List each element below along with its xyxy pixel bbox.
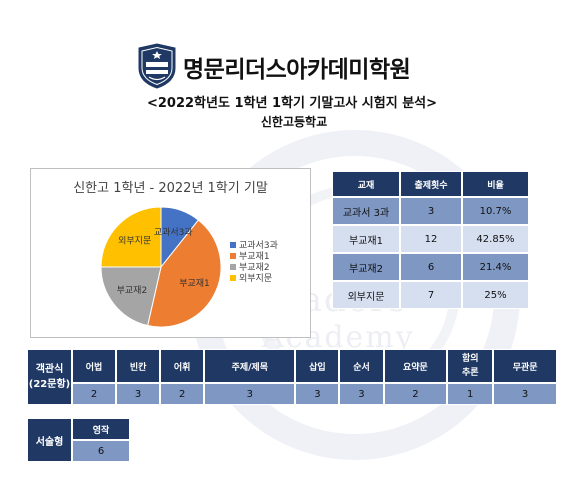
type-count: 3 — [493, 383, 557, 405]
legend-swatch — [230, 241, 236, 248]
legend-swatch — [230, 274, 236, 281]
brand-name: 명문리더스아카데미학원 — [183, 57, 411, 83]
legend-label: 교과서3과 — [239, 241, 278, 251]
type-count: 2 — [160, 383, 205, 405]
type-count: 1 — [447, 383, 494, 405]
ratio-table: 교재 출제횟수 비율 교과서 3과 3 10.7% 부교재1 12 42.85%… — [332, 171, 529, 309]
type-count: 2 — [383, 383, 448, 405]
table-row: 외부지문 7 25% — [332, 281, 529, 309]
ratio-cell: 21.4% — [462, 253, 529, 281]
ratio-cell: 7 — [400, 281, 462, 309]
ratio-cell: 25% — [462, 281, 529, 309]
legend-item: 교과서3과 — [230, 239, 278, 251]
table-row: 부교재2 6 21.4% — [332, 253, 529, 281]
academy-logo — [138, 43, 176, 89]
multiple-choice-label: 객관식 (22문항) — [27, 349, 72, 405]
type-header: 삽입 — [295, 349, 340, 383]
pie-slice-label: 교과서3과 — [154, 227, 193, 238]
ratio-cell: 부교재2 — [332, 253, 400, 281]
legend-label: 외부지문 — [239, 274, 273, 284]
chart-legend: 교과서3과 부교재1 부교재2 외부지문 — [230, 239, 278, 284]
type-count: 3 — [295, 383, 340, 405]
ratio-cell: 부교재1 — [332, 225, 400, 253]
type-header: 요약문 — [383, 349, 448, 383]
type-header: 빈칸 — [116, 349, 161, 383]
essay-table: 서술형 영작 6 — [27, 418, 130, 462]
pie-slice-label: 부교재1 — [179, 278, 210, 289]
ratio-cell: 12 — [400, 225, 462, 253]
pie-slice-label: 부교재2 — [117, 285, 148, 296]
type-header-line: 함의 — [461, 354, 479, 364]
legend-item: 외부지문 — [230, 272, 278, 284]
side-label-line: (22문항) — [28, 379, 71, 390]
legend-item: 부교재1 — [230, 250, 278, 262]
ratio-cell: 3 — [400, 197, 462, 225]
type-header: 순서 — [339, 349, 384, 383]
legend-swatch — [230, 252, 236, 259]
pie-chart-panel: 신한고 1학년 - 2022년 1학기 기말 교과서3과 부교재1 부교재2 외부지문… — [30, 168, 311, 338]
legend-swatch — [230, 263, 236, 270]
ratio-cell: 6 — [400, 253, 462, 281]
chart-title: 신한고 1학년 - 2022년 1학기 기말 — [73, 181, 268, 196]
type-count: 3 — [116, 383, 161, 405]
ratio-header-count: 출제횟수 — [400, 171, 462, 197]
pie-slice — [100, 206, 162, 268]
type-count: 2 — [72, 383, 117, 405]
type-count: 3 — [339, 383, 384, 405]
ratio-cell: 교과서 3과 — [332, 197, 400, 225]
type-count: 3 — [204, 383, 296, 405]
table-row: 교과서 3과 3 10.7% — [332, 197, 529, 225]
type-header: 주제/제목 — [204, 349, 296, 383]
table-row: 부교재1 12 42.85% — [332, 225, 529, 253]
type-header: 어휘 — [160, 349, 205, 383]
type-header-line: 추론 — [461, 368, 479, 378]
legend-label: 부교재2 — [239, 263, 270, 273]
ratio-cell: 42.85% — [462, 225, 529, 253]
ratio-cell: 10.7% — [462, 197, 529, 225]
type-header: 무관문 — [493, 349, 557, 383]
essay-label: 서술형 — [27, 418, 72, 462]
essay-type-count: 6 — [72, 440, 130, 462]
pie-slice-label: 외부지문 — [118, 235, 151, 247]
pie-slice — [147, 219, 222, 328]
ratio-header-textbook: 교재 — [332, 171, 400, 197]
school-name: 신한고등학교 — [260, 115, 328, 129]
legend-item: 부교재2 — [230, 261, 278, 273]
ratio-cell: 외부지문 — [332, 281, 400, 309]
ratio-header-ratio: 비율 — [462, 171, 529, 197]
legend-label: 부교재1 — [239, 252, 270, 262]
pie-slice — [100, 266, 162, 327]
report-subtitle: <2022학년도 1학년 1학기 기말고사 시험지 분석> — [146, 96, 438, 111]
side-label-line: 객관식 — [35, 364, 64, 375]
essay-type-header: 영작 — [72, 418, 130, 440]
type-header: 어법 — [72, 349, 117, 383]
